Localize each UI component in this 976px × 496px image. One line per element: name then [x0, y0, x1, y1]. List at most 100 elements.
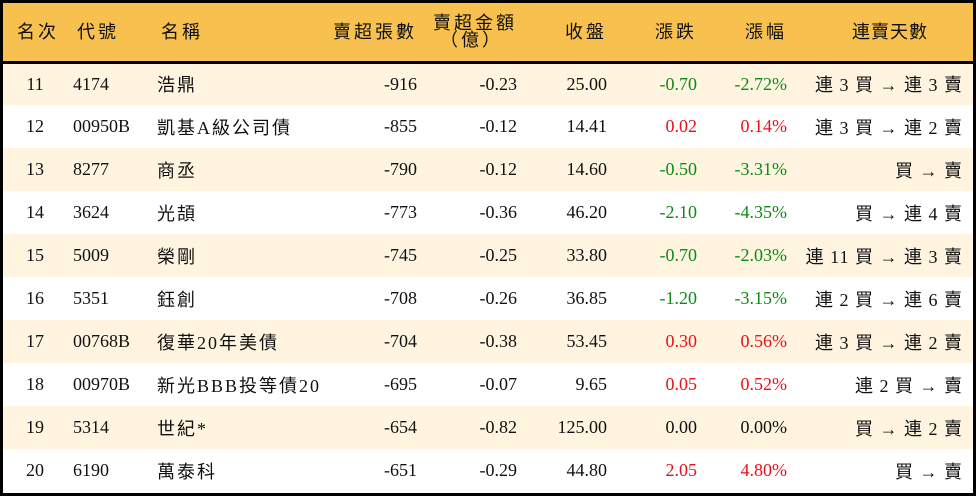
cell-net-sell-lots: -704	[384, 331, 417, 351]
cell-change: 0.02	[665, 116, 698, 136]
cell-name: 鈺創	[157, 289, 197, 310]
cell-consecutive-days: 連 11 買 → 連 3 賣	[805, 246, 963, 267]
cell-change: 0.30	[665, 331, 698, 351]
cell-code: 8277	[73, 159, 109, 179]
cell-net-sell-amount: -0.26	[479, 288, 518, 308]
cell-change: -2.10	[659, 202, 698, 222]
cell-consecutive-days: 連 3 買 → 連 2 賣	[815, 332, 963, 353]
cell-net-sell-amount: -0.23	[479, 73, 518, 94]
cell-change: -0.70	[659, 245, 698, 265]
cell-net-sell-amount: -0.07	[479, 374, 518, 394]
header-row: 名次 代號 名稱 賣超張數 賣超金額 （億） 收盤 漲跌 漲幅 連賣天數	[3, 3, 973, 64]
cell-change: -0.50	[659, 159, 698, 179]
cell-consecutive-days: 連 3 買 → 連 2 賣	[815, 117, 963, 138]
cell-rank: 17	[26, 331, 44, 351]
cell-change-pct: 0.52%	[740, 374, 788, 394]
cell-net-sell-amount: -0.12	[479, 116, 518, 136]
cell-rank: 15	[26, 245, 44, 265]
header-consecutive-days: 連賣天數	[787, 3, 973, 64]
cell-consecutive-days: 買 → 連 2 賣	[855, 418, 963, 439]
cell-net-sell-amount: -0.36	[479, 202, 518, 222]
table-row: 13 8277 商丞 -790 -0.12 14.60 -0.50 -3.31%…	[3, 148, 973, 191]
cell-net-sell-amount: -0.25	[479, 245, 518, 265]
cell-change-pct: 4.80%	[740, 460, 788, 480]
cell-code: 5314	[73, 417, 109, 437]
cell-net-sell-amount: -0.12	[479, 159, 518, 179]
cell-close: 14.60	[566, 159, 608, 179]
cell-net-sell-lots: -695	[384, 374, 417, 394]
cell-change-pct: 0.00%	[740, 417, 788, 437]
cell-rank: 20	[26, 460, 44, 480]
cell-code: 00768B	[73, 331, 131, 351]
cell-rank: 19	[26, 417, 44, 437]
cell-net-sell-lots: -855	[384, 116, 417, 136]
header-net-sell-amount-line1: 賣超金額	[433, 12, 517, 33]
net-sell-ranking-table: 名次 代號 名稱 賣超張數 賣超金額 （億） 收盤 漲跌 漲幅 連賣天數 11 …	[3, 3, 973, 492]
table-row: 12 00950B 凱基A級公司債 -855 -0.12 14.41 0.02 …	[3, 105, 973, 148]
cell-name: 商丞	[157, 160, 197, 181]
cell-net-sell-lots: -773	[384, 202, 417, 222]
cell-name: 新光BBB投等債20	[157, 375, 322, 396]
cell-name: 世紀*	[157, 418, 208, 439]
cell-net-sell-lots: -654	[384, 417, 417, 437]
cell-rank: 18	[26, 374, 44, 394]
cell-net-sell-amount: -0.38	[479, 331, 518, 351]
header-net-sell-lots: 賣超張數	[321, 3, 417, 64]
cell-rank: 14	[26, 202, 44, 222]
cell-consecutive-days: 連 2 買 → 連 6 賣	[815, 289, 963, 310]
cell-code: 5351	[73, 288, 109, 308]
cell-consecutive-days: 買 → 賣	[895, 160, 963, 181]
table-row: 14 3624 光頡 -773 -0.36 46.20 -2.10 -4.35%…	[3, 191, 973, 234]
cell-close: 33.80	[566, 245, 608, 265]
cell-change-pct: -2.72%	[734, 73, 788, 94]
cell-name: 復華20年美債	[157, 332, 279, 353]
cell-name: 光頡	[157, 203, 197, 224]
table-row: 19 5314 世紀* -654 -0.82 125.00 0.00 0.00%…	[3, 406, 973, 449]
cell-consecutive-days: 連 2 買 → 賣	[855, 375, 963, 396]
cell-name: 凱基A級公司債	[157, 117, 292, 138]
cell-net-sell-lots: -790	[384, 159, 417, 179]
header-rank: 名次	[3, 3, 67, 64]
cell-consecutive-days: 連 3 買 → 連 3 賣	[815, 75, 963, 96]
cell-consecutive-days: 買 → 賣	[895, 461, 963, 482]
cell-net-sell-lots: -708	[384, 288, 417, 308]
cell-name: 榮剛	[157, 246, 197, 267]
header-close: 收盤	[517, 3, 607, 64]
cell-net-sell-lots: -916	[384, 73, 417, 94]
cell-change: 0.00	[665, 417, 698, 437]
cell-change-pct: -3.15%	[734, 288, 788, 308]
cell-code: 6190	[73, 460, 109, 480]
cell-net-sell-amount: -0.29	[479, 460, 518, 480]
cell-code: 5009	[73, 245, 109, 265]
cell-change: -0.70	[659, 73, 698, 94]
table-row: 18 00970B 新光BBB投等債20 -695 -0.07 9.65 0.0…	[3, 363, 973, 406]
cell-change-pct: -2.03%	[734, 245, 788, 265]
cell-close: 25.00	[566, 73, 608, 94]
table-body: 11 4174 浩鼎 -916 -0.23 25.00 -0.70 -2.72%…	[3, 62, 973, 492]
cell-rank: 12	[26, 116, 44, 136]
header-net-sell-amount-unit: （億）	[440, 29, 503, 50]
cell-code: 4174	[73, 73, 109, 94]
cell-code: 00970B	[73, 374, 131, 394]
cell-code: 00950B	[73, 116, 131, 136]
cell-change: -1.20	[659, 288, 698, 308]
cell-change-pct: -3.31%	[734, 159, 788, 179]
header-name: 名稱	[151, 3, 321, 64]
table-row: 20 6190 萬泰科 -651 -0.29 44.80 2.05 4.80% …	[3, 449, 973, 492]
cell-close: 53.45	[566, 331, 608, 351]
table-row: 17 00768B 復華20年美債 -704 -0.38 53.45 0.30 …	[3, 320, 973, 363]
cell-code: 3624	[73, 202, 109, 222]
cell-close: 44.80	[566, 460, 608, 480]
cell-net-sell-amount: -0.82	[479, 417, 518, 437]
table-row: 11 4174 浩鼎 -916 -0.23 25.00 -0.70 -2.72%…	[3, 62, 973, 105]
cell-close: 9.65	[575, 374, 608, 394]
cell-close: 46.20	[566, 202, 608, 222]
cell-net-sell-lots: -651	[384, 460, 417, 480]
cell-change-pct: 0.56%	[740, 331, 788, 351]
header-change-pct: 漲幅	[697, 3, 787, 64]
cell-name: 浩鼎	[157, 75, 197, 96]
cell-change: 2.05	[665, 460, 698, 480]
cell-close: 14.41	[566, 116, 608, 136]
cell-change-pct: -4.35%	[734, 202, 788, 222]
